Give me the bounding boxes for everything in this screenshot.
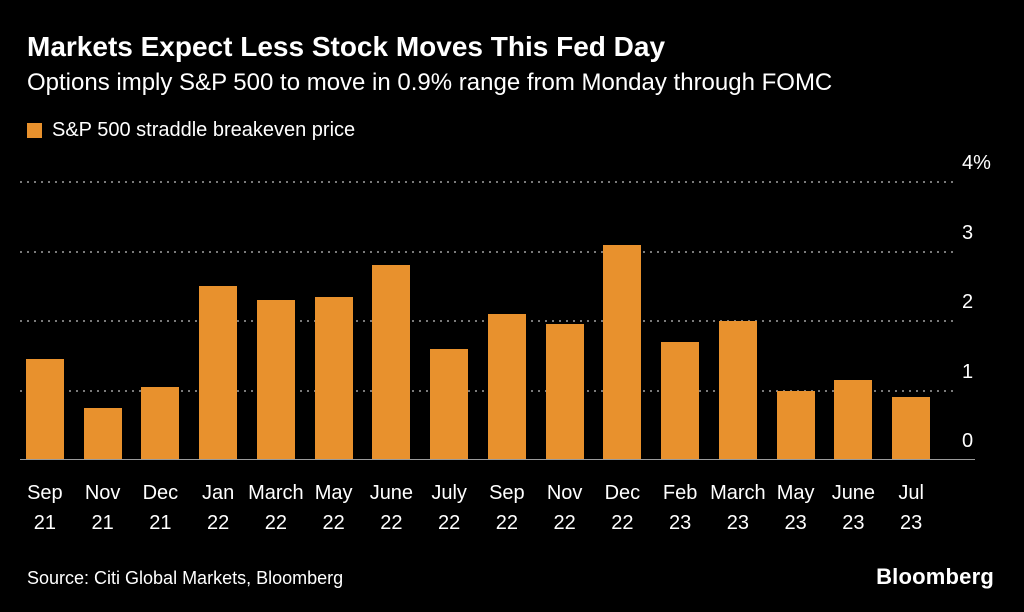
bar-chart-plot: [16, 182, 940, 460]
bar-column: [478, 182, 536, 460]
bar-march-23: [718, 321, 757, 460]
x-axis-label-year: 22: [322, 512, 345, 534]
x-axis-label-month: May: [776, 482, 815, 504]
x-axis-label-year: 23: [669, 512, 692, 534]
x-axis-label: July 22: [420, 478, 478, 538]
bar-sep-21: [25, 359, 64, 460]
x-axis-label-year: 23: [726, 512, 749, 534]
bar-june-22: [372, 265, 411, 460]
x-axis-label: Jul 23: [882, 478, 940, 538]
x-axis-label-month: July: [431, 482, 467, 504]
x-axis-label-month: Jul: [898, 482, 924, 504]
x-axis-label: June 23: [825, 478, 883, 538]
x-axis-label-year: 23: [784, 512, 807, 534]
x-axis-label-year: 23: [900, 512, 923, 534]
bar-nov-21: [83, 407, 122, 460]
bar-column: [651, 182, 709, 460]
bar-column: [767, 182, 825, 460]
x-axis-label: May 22: [305, 478, 363, 538]
y-axis-tick-label: 0: [962, 430, 974, 452]
x-axis-labels: Sep 21 Nov 21 Dec 21 Jan 22 March 22 May 22 June 22 Ju…: [16, 478, 940, 538]
bar-july-22: [430, 348, 469, 460]
bar-nov-22: [545, 324, 584, 460]
x-axis-label: March 23: [709, 478, 767, 538]
bar-column: [594, 182, 652, 460]
bar-sep-22: [487, 314, 526, 460]
x-axis-label: Sep 22: [478, 478, 536, 538]
bar-column: [882, 182, 940, 460]
x-axis-label: May 23: [767, 478, 825, 538]
x-axis-label-year: 22: [553, 512, 576, 534]
x-axis-label-month: Dec: [142, 482, 179, 504]
bar-column: [74, 182, 132, 460]
bar-feb-23: [661, 341, 700, 460]
x-axis-label-year: 22: [207, 512, 230, 534]
x-axis-label-year: 22: [611, 512, 634, 534]
x-axis-label-year: 21: [149, 512, 172, 534]
x-axis-label: Dec 21: [132, 478, 190, 538]
bar-column: [247, 182, 305, 460]
x-axis-label-month: Jan: [202, 482, 235, 504]
bar-jul-23: [892, 397, 931, 460]
bar-column: [536, 182, 594, 460]
bar-column: [16, 182, 74, 460]
x-axis-line: [20, 459, 975, 460]
x-axis-label-month: March: [710, 482, 766, 504]
x-axis-label-year: 23: [842, 512, 865, 534]
x-axis-label-month: Sep: [27, 482, 63, 504]
x-axis-label-month: Nov: [84, 482, 121, 504]
x-axis-label-year: 21: [91, 512, 114, 534]
gridline: [20, 250, 956, 253]
bar-column: [420, 182, 478, 460]
bar-may-22: [314, 296, 353, 460]
x-axis-label: March 22: [247, 478, 305, 538]
bar-jan-22: [199, 286, 238, 460]
gridline: [20, 181, 956, 183]
x-axis-label: Dec 22: [594, 478, 652, 538]
x-axis-label-month: Nov: [546, 482, 583, 504]
x-axis-label-month: May: [314, 482, 353, 504]
y-axis-tick-label: 4%: [962, 152, 991, 174]
y-axis-tick-label: 2: [962, 291, 974, 313]
x-axis-label-month: March: [248, 482, 304, 504]
x-axis-label-month: June: [369, 482, 414, 504]
x-axis-label: June 22: [363, 478, 421, 538]
x-axis-label-month: Feb: [662, 482, 698, 504]
bar-column: [132, 182, 190, 460]
bar-column: [305, 182, 363, 460]
bar-dec-21: [141, 387, 180, 460]
bar-june-23: [834, 380, 873, 460]
x-axis-label-year: 22: [438, 512, 461, 534]
bar-column: [825, 182, 883, 460]
x-axis-label-year: 22: [495, 512, 518, 534]
x-axis-label-month: June: [831, 482, 876, 504]
bar-may-23: [776, 390, 815, 460]
x-axis-label-year: 22: [380, 512, 403, 534]
y-axis-tick-label: 1: [962, 360, 974, 383]
x-axis-label: Jan 22: [189, 478, 247, 538]
y-axis-tick-label: 3: [962, 221, 974, 244]
bar-column: [709, 182, 767, 460]
bar-column: [363, 182, 421, 460]
legend: S&P 500 straddle breakeven price: [27, 119, 355, 142]
bar-dec-22: [603, 244, 642, 460]
source-text: Source: Citi Global Markets, Bloomberg: [27, 568, 344, 588]
bar-column: [189, 182, 247, 460]
x-axis-label-year: 21: [33, 512, 56, 534]
legend-label: S&P 500 straddle breakeven price: [52, 119, 356, 141]
chart-title: Markets Expect Less Stock Moves This Fed…: [27, 31, 666, 62]
bloomberg-logo: Bloomberg: [876, 564, 994, 589]
x-axis-label-month: Dec: [604, 482, 641, 504]
chart-subtitle: Options imply S&P 500 to move in 0.9% ra…: [27, 69, 833, 96]
x-axis-label: Nov 21: [74, 478, 132, 538]
x-axis-label: Feb 23: [651, 478, 709, 538]
x-axis-label-year: 22: [264, 512, 287, 534]
x-axis-label: Nov 22: [536, 478, 594, 538]
bar-march-22: [256, 300, 295, 460]
x-axis-label-month: Sep: [489, 482, 525, 504]
legend-swatch-icon: [27, 123, 42, 138]
x-axis-label: Sep 21: [16, 478, 74, 538]
